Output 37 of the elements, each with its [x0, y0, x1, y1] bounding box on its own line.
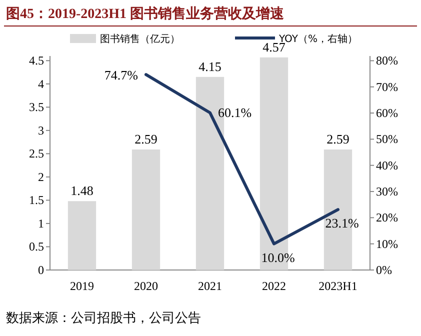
data-label: 2.59 — [326, 132, 350, 147]
x-tick-label: 2021 — [198, 279, 222, 293]
x-tick-label: 2023H1 — [318, 279, 358, 293]
y2-tick-label: 40% — [376, 158, 398, 172]
y2-tick-label: 70% — [376, 80, 398, 94]
data-label: 74.7% — [104, 68, 138, 83]
source-note: 数据来源：公司招股书，公司公告 — [6, 310, 201, 325]
data-label: 2.59 — [134, 132, 158, 147]
x-tick-label: 2019 — [70, 279, 94, 293]
bar — [68, 201, 96, 270]
y-tick-label: 2.5 — [29, 146, 44, 161]
y-tick-label: 3.5 — [29, 100, 44, 114]
bar — [132, 150, 160, 270]
data-label: 23.1% — [325, 216, 359, 231]
x-tick-label: 2022 — [262, 279, 286, 293]
data-label: 4.15 — [198, 58, 222, 74]
y-tick-label: 1.5 — [29, 193, 44, 208]
data-label: 60.1% — [218, 104, 252, 120]
y-tick-label: 0.5 — [29, 240, 44, 254]
y2-tick-label: 50% — [376, 132, 398, 146]
chart-title: 图45：2019-2023H1 图书销售业务营收及增速 — [6, 6, 286, 22]
y-tick-label: 2 — [38, 170, 44, 184]
y-tick-label: 0 — [38, 263, 44, 277]
y2-tick-label: 0% — [376, 263, 392, 277]
y-tick-label: 4 — [38, 76, 44, 91]
x-tick-label: 2020 — [134, 279, 158, 293]
y2-tick-label: 30% — [376, 184, 398, 199]
y2-tick-label: 20% — [376, 210, 398, 225]
y2-tick-label: 10% — [376, 236, 398, 251]
y2-tick-label: 60% — [376, 106, 398, 120]
y-tick-label: 4.5 — [29, 54, 44, 68]
data-label: 10.0% — [261, 250, 295, 265]
y-tick-label: 3 — [38, 123, 44, 138]
data-label: 1.48 — [70, 183, 94, 198]
legend-label: 图书销售（亿元） — [100, 33, 180, 45]
y2-tick-label: 80% — [376, 54, 398, 68]
y-tick-label: 1 — [38, 216, 44, 230]
